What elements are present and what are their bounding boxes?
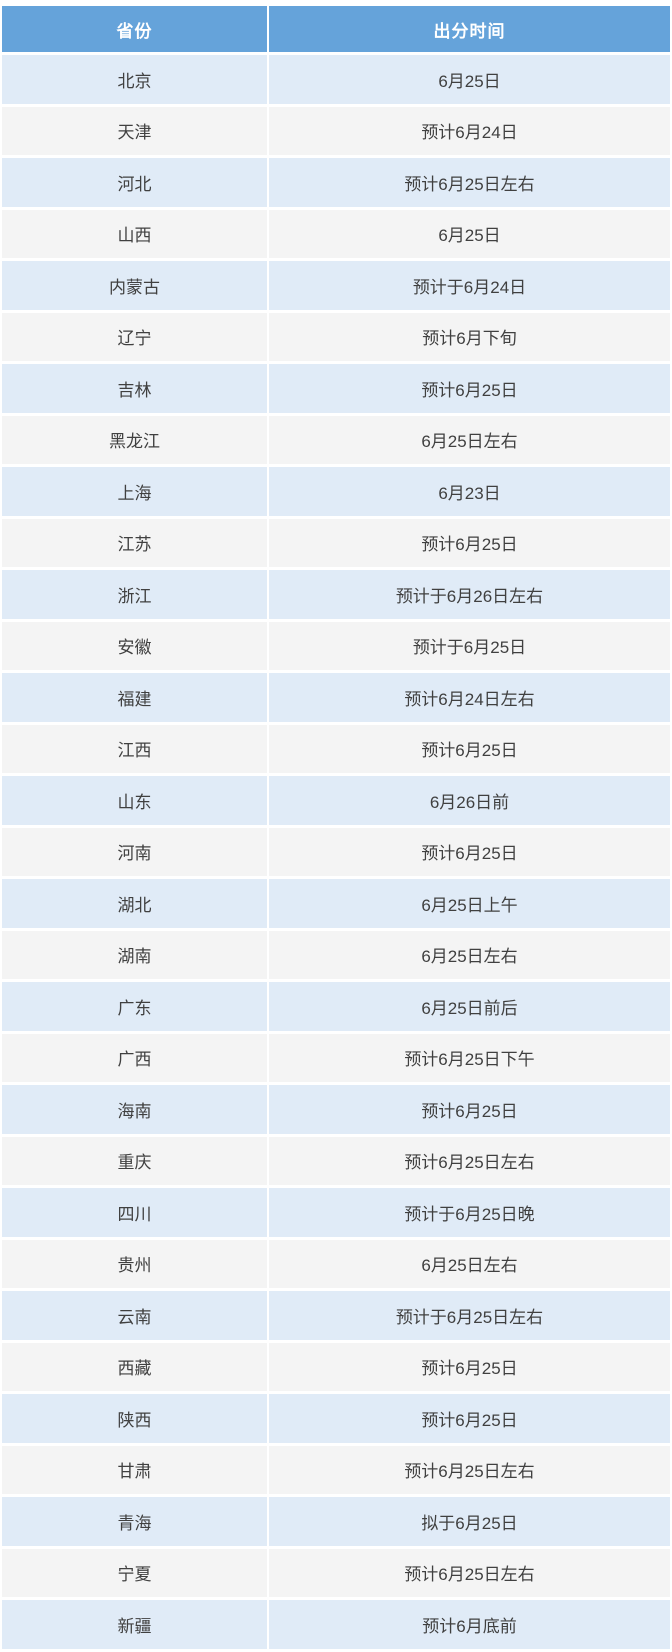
table-row: 江西 预计6月25日: [2, 724, 670, 773]
table-row: 四川 预计于6月25日晚: [2, 1188, 670, 1237]
time-cell: 预计6月25日: [269, 364, 670, 413]
time-cell: 6月25日: [269, 209, 670, 258]
province-cell: 宁夏: [2, 1548, 267, 1597]
province-cell: 云南: [2, 1291, 267, 1340]
province-cell: 甘肃: [2, 1445, 267, 1494]
time-cell: 预计6月25日左右: [269, 1136, 670, 1185]
time-cell: 预计6月下旬: [269, 312, 670, 361]
table-row: 陕西 预计6月25日: [2, 1394, 670, 1443]
table-row: 福建 预计6月24日左右: [2, 673, 670, 722]
time-cell: 预计6月25日左右: [269, 1445, 670, 1494]
time-cell: 预计6月25日: [269, 827, 670, 876]
table-row: 河北 预计6月25日左右: [2, 158, 670, 207]
province-cell: 西藏: [2, 1342, 267, 1391]
province-cell: 贵州: [2, 1239, 267, 1288]
table-row: 天津 预计6月24日: [2, 106, 670, 155]
time-cell: 预计于6月25日晚: [269, 1188, 670, 1237]
table-row: 内蒙古 预计于6月24日: [2, 261, 670, 310]
column-header-province: 省份: [2, 6, 267, 52]
table-row: 湖北 6月25日上午: [2, 879, 670, 928]
province-cell: 北京: [2, 55, 267, 104]
score-release-table: 省份 出分时间 北京 6月25日 天津 预计6月24日 河北 预计6月25日左右 山西 6月2…: [0, 3, 672, 1652]
province-cell: 海南: [2, 1085, 267, 1134]
province-cell: 浙江: [2, 570, 267, 619]
province-cell: 四川: [2, 1188, 267, 1237]
table-row: 安徽 预计于6月25日: [2, 621, 670, 670]
table-row: 贵州 6月25日左右: [2, 1239, 670, 1288]
time-cell: 6月25日前后: [269, 982, 670, 1031]
table-header-row: 省份 出分时间: [2, 6, 670, 52]
table-row: 北京 6月25日: [2, 55, 670, 104]
province-cell: 河北: [2, 158, 267, 207]
time-cell: 预计于6月26日左右: [269, 570, 670, 619]
table-row: 湖南 6月25日左右: [2, 930, 670, 979]
province-cell: 江西: [2, 724, 267, 773]
time-cell: 预计6月25日左右: [269, 158, 670, 207]
time-cell: 预计6月25日下午: [269, 1033, 670, 1082]
table-row: 重庆 预计6月25日左右: [2, 1136, 670, 1185]
time-cell: 预计6月25日: [269, 518, 670, 567]
table-row: 西藏 预计6月25日: [2, 1342, 670, 1391]
province-cell: 山西: [2, 209, 267, 258]
time-cell: 6月25日上午: [269, 879, 670, 928]
time-cell: 预计6月24日左右: [269, 673, 670, 722]
province-cell: 广西: [2, 1033, 267, 1082]
province-cell: 上海: [2, 467, 267, 516]
province-cell: 辽宁: [2, 312, 267, 361]
province-cell: 重庆: [2, 1136, 267, 1185]
table-row: 海南 预计6月25日: [2, 1085, 670, 1134]
province-cell: 陕西: [2, 1394, 267, 1443]
province-cell: 湖南: [2, 930, 267, 979]
table-body: 北京 6月25日 天津 预计6月24日 河北 预计6月25日左右 山西 6月25日 内蒙古 预计于…: [2, 55, 670, 1649]
time-cell: 预计于6月24日: [269, 261, 670, 310]
time-cell: 6月25日: [269, 55, 670, 104]
table-row: 河南 预计6月25日: [2, 827, 670, 876]
time-cell: 预计6月25日左右: [269, 1548, 670, 1597]
table-row: 吉林 预计6月25日: [2, 364, 670, 413]
time-cell: 6月23日: [269, 467, 670, 516]
time-cell: 预计于6月25日左右: [269, 1291, 670, 1340]
province-cell: 湖北: [2, 879, 267, 928]
time-cell: 预计于6月25日: [269, 621, 670, 670]
time-cell: 预计6月25日: [269, 1342, 670, 1391]
table-row: 浙江 预计于6月26日左右: [2, 570, 670, 619]
province-cell: 黑龙江: [2, 415, 267, 464]
time-cell: 拟于6月25日: [269, 1497, 670, 1546]
table-row: 新疆 预计6月底前: [2, 1600, 670, 1649]
time-cell: 6月26日前: [269, 776, 670, 825]
province-cell: 安徽: [2, 621, 267, 670]
province-cell: 吉林: [2, 364, 267, 413]
table-row: 甘肃 预计6月25日左右: [2, 1445, 670, 1494]
time-cell: 预计6月25日: [269, 1085, 670, 1134]
province-cell: 江苏: [2, 518, 267, 567]
table-row: 黑龙江 6月25日左右: [2, 415, 670, 464]
table-row: 广西 预计6月25日下午: [2, 1033, 670, 1082]
time-cell: 预计6月25日: [269, 1394, 670, 1443]
province-cell: 山东: [2, 776, 267, 825]
table-row: 上海 6月23日: [2, 467, 670, 516]
table-row: 江苏 预计6月25日: [2, 518, 670, 567]
time-cell: 预计6月25日: [269, 724, 670, 773]
time-cell: 预计6月24日: [269, 106, 670, 155]
province-cell: 广东: [2, 982, 267, 1031]
province-cell: 河南: [2, 827, 267, 876]
province-cell: 内蒙古: [2, 261, 267, 310]
table-row: 宁夏 预计6月25日左右: [2, 1548, 670, 1597]
province-cell: 福建: [2, 673, 267, 722]
table-row: 云南 预计于6月25日左右: [2, 1291, 670, 1340]
time-cell: 预计6月底前: [269, 1600, 670, 1649]
column-header-time: 出分时间: [269, 6, 670, 52]
table-row: 青海 拟于6月25日: [2, 1497, 670, 1546]
province-cell: 青海: [2, 1497, 267, 1546]
table-row: 辽宁 预计6月下旬: [2, 312, 670, 361]
time-cell: 6月25日左右: [269, 930, 670, 979]
time-cell: 6月25日左右: [269, 415, 670, 464]
province-cell: 新疆: [2, 1600, 267, 1649]
time-cell: 6月25日左右: [269, 1239, 670, 1288]
table-row: 山西 6月25日: [2, 209, 670, 258]
table-row: 广东 6月25日前后: [2, 982, 670, 1031]
province-cell: 天津: [2, 106, 267, 155]
table-row: 山东 6月26日前: [2, 776, 670, 825]
